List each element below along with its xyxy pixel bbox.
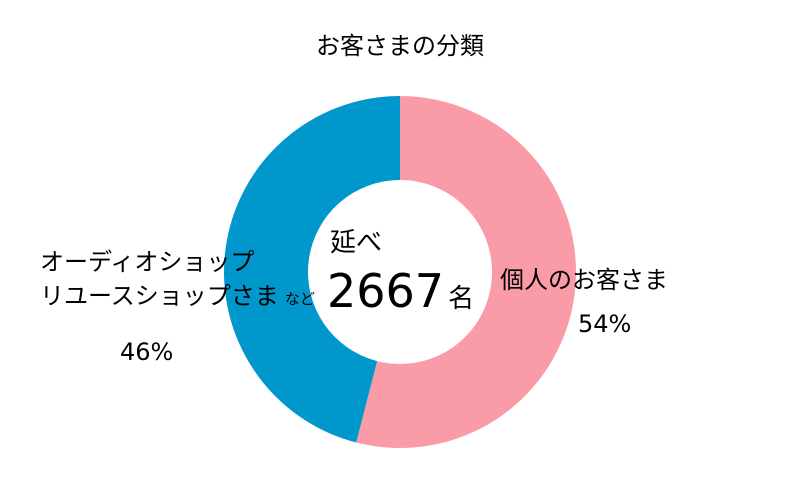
slice-individual-customers (356, 96, 576, 448)
center-total-unit: 名 (448, 284, 475, 314)
individual-label: 個人のお客さま (500, 266, 668, 294)
center-label-top: 延べ (330, 228, 383, 258)
shop-percent-label: 46% (120, 338, 174, 366)
shop-label-line2: リユースショップさま (40, 282, 279, 310)
individual-percent-label: 54% (578, 310, 632, 338)
shop-label-line1: オーディオショップ (40, 248, 255, 276)
center-total-value: 2667 (327, 264, 445, 318)
shop-label-line2-group: リユースショップさま など (40, 284, 315, 308)
slice-audio-reuse-shops (223, 96, 400, 443)
chart-title: お客さまの分類 (316, 32, 484, 60)
shop-label-suffix: など (284, 290, 315, 308)
center-total-group: 2667 名 (327, 268, 474, 314)
